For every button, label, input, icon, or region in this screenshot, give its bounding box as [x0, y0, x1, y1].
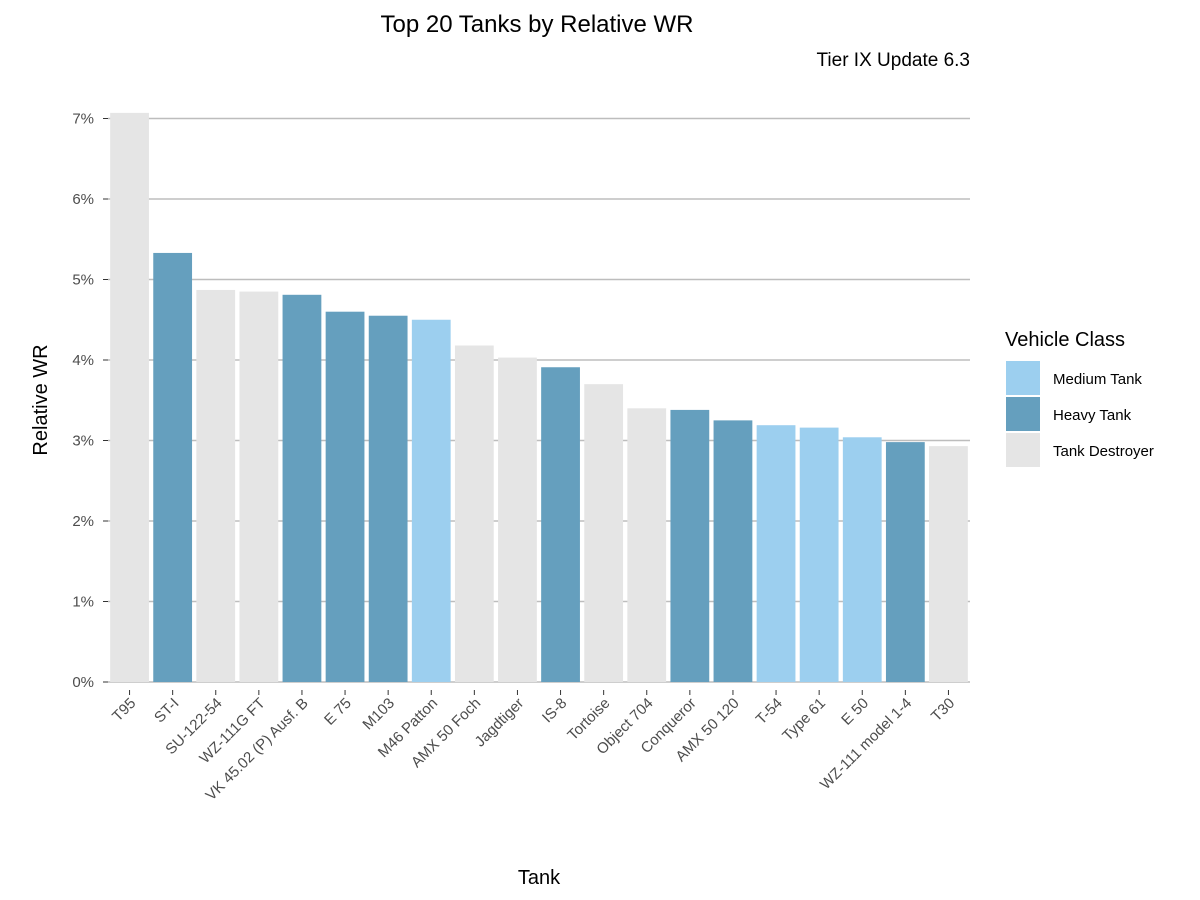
x-tick-label: T-54 [753, 695, 786, 728]
bar [153, 252, 193, 682]
x-tick-label: M103 [359, 695, 398, 734]
x-tick-label: T30 [928, 695, 958, 725]
legend-swatch [1006, 397, 1040, 431]
bar [929, 446, 968, 682]
grid-lines [108, 117, 970, 683]
bar [454, 345, 494, 682]
bar [799, 427, 839, 682]
bar [498, 357, 537, 682]
bar [411, 319, 451, 682]
bar [541, 367, 580, 682]
y-tick-label: 0% [72, 674, 94, 691]
legend-swatch [1006, 433, 1040, 467]
bar [368, 315, 408, 682]
y-tick-label: 1% [72, 594, 94, 611]
bar [713, 420, 753, 682]
y-axis: 0% 1% 2% 3% 4% 5% 6% 7% [72, 111, 108, 691]
bar [239, 291, 279, 682]
x-tick-label: Type 61 [779, 695, 829, 745]
bar [110, 112, 149, 683]
y-tick-label: 5% [72, 272, 94, 289]
y-tick-label: 2% [72, 513, 94, 530]
x-axis-title: Tank [518, 867, 561, 889]
x-tick-label: IS-8 [539, 695, 570, 726]
bar [756, 425, 796, 682]
bar [885, 442, 925, 682]
bar [282, 294, 322, 682]
x-tick-label: E 50 [838, 695, 872, 729]
y-tick-label: 3% [72, 433, 94, 450]
legend-label: Heavy Tank [1053, 407, 1132, 424]
y-tick-label: 7% [72, 111, 94, 128]
chart-title: Top 20 Tanks by Relative WR [380, 11, 693, 38]
y-axis-title: Relative WR [30, 344, 52, 455]
chart-subtitle: Tier IX Update 6.3 [817, 50, 970, 71]
bar [627, 408, 667, 682]
y-tick-label: 4% [72, 352, 94, 369]
legend-swatch [1006, 361, 1040, 395]
bar [842, 437, 882, 682]
bar [584, 384, 624, 682]
bar [325, 311, 365, 682]
legend: Vehicle Class Medium Tank Heavy Tank Tank … [1005, 329, 1154, 467]
bar [196, 289, 236, 682]
y-tick-label: 6% [72, 191, 94, 208]
x-tick-label: T95 [109, 695, 139, 725]
x-tick-label: E 75 [321, 695, 355, 729]
x-tick-label: ST-I [151, 695, 182, 726]
bars [110, 112, 968, 683]
bar [670, 409, 710, 682]
legend-label: Medium Tank [1053, 371, 1142, 388]
legend-label: Tank Destroyer [1053, 443, 1154, 460]
legend-title: Vehicle Class [1005, 329, 1125, 351]
